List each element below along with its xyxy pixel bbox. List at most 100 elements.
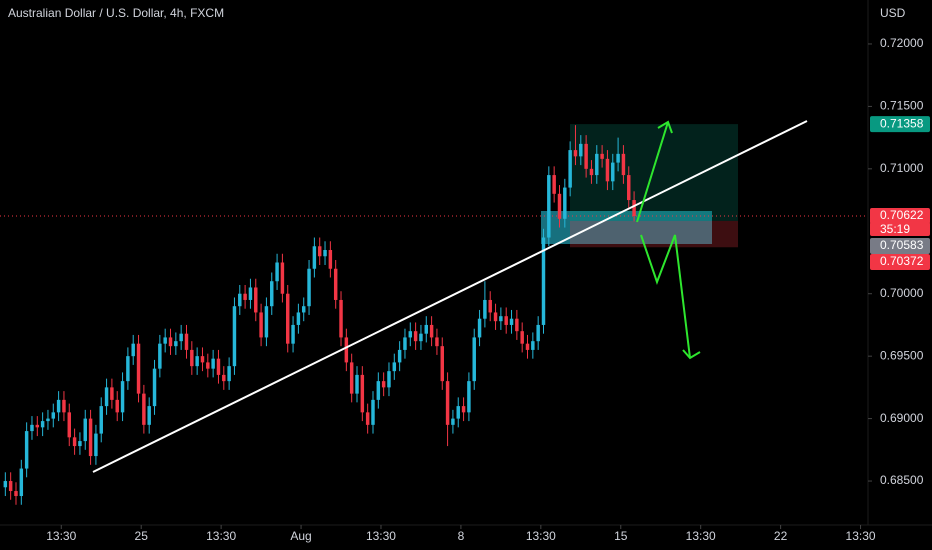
candle-body bbox=[349, 362, 354, 394]
candle-body bbox=[413, 331, 418, 342]
loss-zone bbox=[570, 220, 738, 248]
price-label: 0.70583 bbox=[880, 238, 924, 252]
x-tick-label: 13:30 bbox=[686, 529, 716, 543]
y-tick-label: 0.69000 bbox=[880, 411, 924, 425]
candle-body bbox=[435, 337, 439, 347]
x-tick-label: 8 bbox=[458, 529, 465, 543]
x-tick-label: 13:30 bbox=[46, 529, 76, 543]
candle-body bbox=[280, 262, 285, 294]
candle-body bbox=[40, 421, 45, 428]
candle-body bbox=[531, 341, 535, 350]
candle-body bbox=[403, 337, 407, 350]
candle-body bbox=[147, 406, 151, 425]
candle-body bbox=[190, 349, 194, 367]
candle-body bbox=[371, 399, 375, 425]
candle-body bbox=[419, 333, 423, 342]
candle-body bbox=[621, 153, 626, 176]
price-label-bg bbox=[870, 222, 930, 237]
candle-body bbox=[317, 246, 322, 257]
candle-body bbox=[56, 399, 61, 413]
candle-body bbox=[536, 324, 540, 342]
candle-body bbox=[184, 333, 189, 350]
candle-body bbox=[499, 316, 503, 322]
candle-body bbox=[291, 324, 295, 344]
candle-body bbox=[83, 418, 87, 442]
y-tick-label: 0.69500 bbox=[880, 348, 924, 362]
candle-body bbox=[78, 441, 82, 447]
candle-body bbox=[120, 381, 125, 413]
candle-body bbox=[456, 406, 460, 419]
price-label-bg bbox=[870, 116, 930, 133]
candle-body bbox=[232, 306, 237, 367]
candle-body bbox=[264, 306, 269, 338]
candle-body bbox=[472, 337, 476, 382]
candle-body bbox=[222, 374, 226, 382]
candle-body bbox=[30, 424, 34, 432]
candle-body bbox=[136, 343, 141, 394]
candle-body bbox=[381, 381, 386, 388]
candle-body bbox=[525, 343, 530, 350]
candle-body bbox=[573, 150, 578, 157]
candle-body bbox=[296, 312, 301, 325]
chart-title: Australian Dollar / U.S. Dollar, 4h, FXC… bbox=[8, 6, 224, 20]
candle-body bbox=[605, 158, 610, 182]
candle-body bbox=[461, 406, 466, 413]
candle-body bbox=[301, 306, 306, 313]
candle-body bbox=[333, 268, 338, 300]
candle-body bbox=[216, 358, 221, 375]
candle-body bbox=[270, 281, 274, 307]
candle-body bbox=[168, 337, 173, 347]
x-tick-label: 13:30 bbox=[846, 529, 876, 543]
price-label: 0.70622 bbox=[880, 208, 924, 222]
candle-body bbox=[392, 362, 397, 372]
candle-body bbox=[328, 250, 333, 269]
candle-body bbox=[493, 312, 498, 322]
y-tick-label: 0.71500 bbox=[880, 99, 924, 113]
x-tick-label: 15 bbox=[614, 529, 628, 543]
candles bbox=[3, 125, 636, 505]
y-tick-label: 0.68500 bbox=[880, 473, 924, 487]
candle-body bbox=[104, 387, 109, 407]
price-label-bg bbox=[870, 238, 930, 255]
candle-body bbox=[19, 468, 24, 497]
candle-body bbox=[600, 153, 604, 159]
candle-body bbox=[238, 293, 242, 307]
candle-body bbox=[627, 175, 631, 201]
candle-body bbox=[477, 318, 482, 338]
x-tick-label: 13:30 bbox=[366, 529, 396, 543]
candle-body bbox=[467, 381, 471, 413]
price-label: 35:19 bbox=[880, 222, 910, 236]
candle-body bbox=[632, 200, 636, 217]
candle-body bbox=[355, 374, 359, 394]
candle-body bbox=[227, 366, 231, 382]
candle-body bbox=[152, 368, 157, 407]
candle-body bbox=[424, 324, 429, 334]
candle-body bbox=[286, 293, 290, 344]
candle-body bbox=[323, 250, 327, 257]
arrow-head bbox=[657, 120, 673, 134]
candle-body bbox=[520, 331, 524, 344]
candle-body bbox=[142, 393, 146, 425]
arrow-down bbox=[640, 234, 691, 359]
price-label: 0.70372 bbox=[880, 254, 924, 268]
candle-body bbox=[67, 412, 72, 438]
candle-body bbox=[307, 268, 311, 307]
candle-body bbox=[275, 262, 279, 282]
candle-body bbox=[115, 399, 119, 413]
candle-body bbox=[110, 387, 114, 400]
candle-body bbox=[611, 162, 615, 182]
candle-body bbox=[126, 356, 130, 382]
candle-body bbox=[339, 299, 343, 338]
candle-body bbox=[584, 143, 588, 169]
candle-body bbox=[360, 374, 365, 413]
candle-body bbox=[440, 346, 444, 382]
candle-body bbox=[568, 150, 572, 188]
candle-body bbox=[94, 433, 98, 457]
candle-body bbox=[206, 362, 210, 369]
candle-body bbox=[254, 287, 258, 313]
price-label-bg bbox=[870, 208, 930, 225]
arrow-head bbox=[682, 349, 701, 360]
x-tick-label: 13:30 bbox=[206, 529, 236, 543]
drawings bbox=[92, 120, 808, 473]
